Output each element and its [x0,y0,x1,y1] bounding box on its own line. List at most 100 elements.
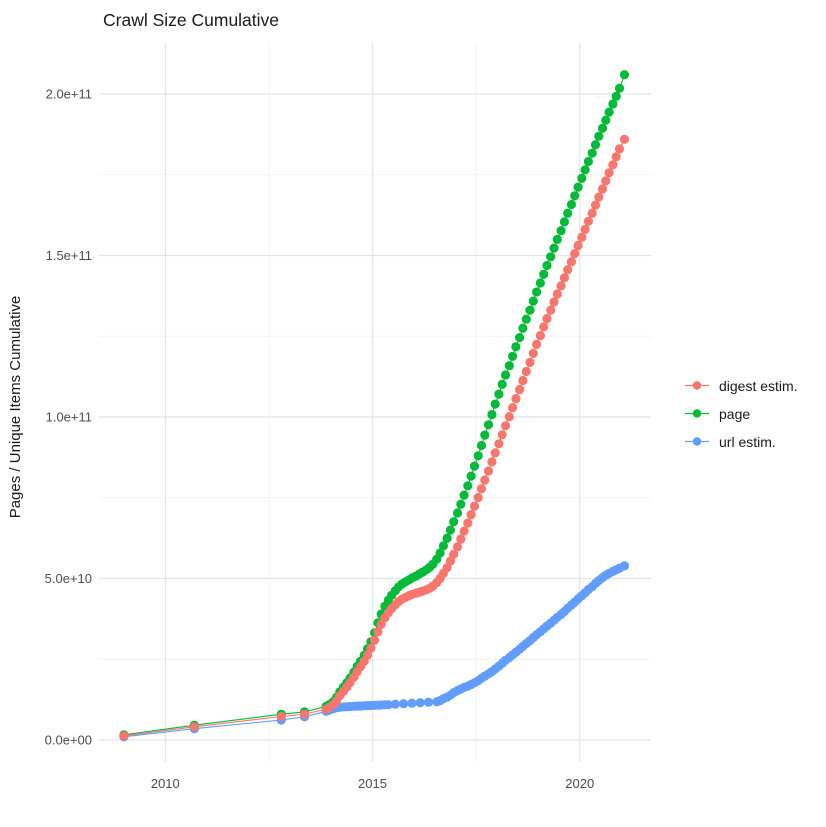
data-point [515,333,525,343]
data-point [459,490,469,500]
data-point [583,216,594,226]
data-point [597,184,608,194]
data-point [532,339,542,349]
data-point [463,481,473,491]
data-point [608,99,618,109]
data-point [497,430,507,440]
legend-dot-icon [692,437,702,446]
data-point [507,403,518,413]
data-point [532,287,542,297]
data-point [542,313,552,324]
data-point [469,501,480,511]
data-point [577,173,587,183]
data-point [552,234,562,244]
data-point [528,296,538,306]
data-point [487,457,497,467]
legend-item-url-estim: url estim. [682,433,798,450]
data-point [366,643,376,653]
data-point [563,265,573,275]
data-point [587,148,597,158]
data-series [119,70,630,742]
legend: digest estim. page url estim. [682,377,798,450]
data-point [552,289,562,299]
chart-title: Crawl Size Cumulative [103,10,279,30]
legend-label-url: url estim. [719,433,776,450]
data-point [490,448,500,458]
data-point [608,160,618,170]
data-point [521,366,531,377]
data-point [449,549,459,559]
legend-key-url [685,437,709,446]
data-point [452,508,463,518]
data-point [494,389,504,399]
data-point [466,509,476,520]
data-point [619,561,630,571]
data-point [521,314,531,324]
legend-label-page: page [719,405,751,422]
data-point [480,430,490,440]
y-axis-title: Pages / Unique Items Cumulative [7,296,24,519]
x-tick-label: 2010 [151,776,180,791]
y-tick-label: 0.0e+00 [45,733,92,748]
data-point [601,115,611,125]
legend-item-digest-estim: digest estim. [682,377,798,394]
data-point [507,351,518,361]
data-point [373,627,383,637]
data-point [542,260,552,271]
data-point [566,199,577,210]
data-point [525,357,535,367]
data-point [500,370,511,380]
data-point [580,165,590,175]
data-point [573,182,583,192]
data-point [583,156,594,167]
data-point [601,176,611,186]
data-point [604,168,614,178]
data-point [473,492,483,503]
data-point [480,475,490,485]
data-point [438,541,448,551]
data-point [570,191,580,201]
data-point [546,305,556,315]
series-digest-estim- [119,134,630,741]
data-point [587,208,597,218]
data-point [511,342,521,352]
data-point [299,709,310,719]
legend-item-page: page [682,405,798,422]
series-url-estim- [119,561,630,742]
data-point [518,375,528,386]
data-point [466,471,476,481]
data-point [518,323,528,333]
data-point [490,399,500,409]
data-point [539,322,549,332]
data-point [556,281,566,291]
data-point [563,208,573,218]
data-point [577,232,587,242]
data-point [449,517,459,527]
data-point [445,525,455,535]
data-point [539,269,549,279]
x-tick-label: 2015 [358,776,387,791]
data-point [619,70,630,80]
data-point [597,123,608,133]
axis-tick-labels: 0.0e+00 5.0e+10 1.0e+11 1.5e+11 2.0e+11 2010 2… [45,87,595,791]
data-point [383,700,393,710]
legend-dot-icon [692,381,702,390]
data-point [549,243,559,253]
legend-key-page [685,409,709,418]
legend-key-digest [685,381,709,390]
data-point [476,484,487,494]
data-point [573,240,583,251]
data-point [399,699,409,709]
data-point [362,650,373,660]
data-point [415,698,425,708]
y-tick-label: 5.0e+10 [45,571,92,586]
data-point [535,278,546,288]
y-tick-label: 2.0e+11 [46,87,92,102]
y-tick-label: 1.5e+11 [46,248,92,263]
data-point [442,533,452,543]
data-point [580,224,590,234]
data-point [559,217,570,227]
data-point [435,548,445,558]
